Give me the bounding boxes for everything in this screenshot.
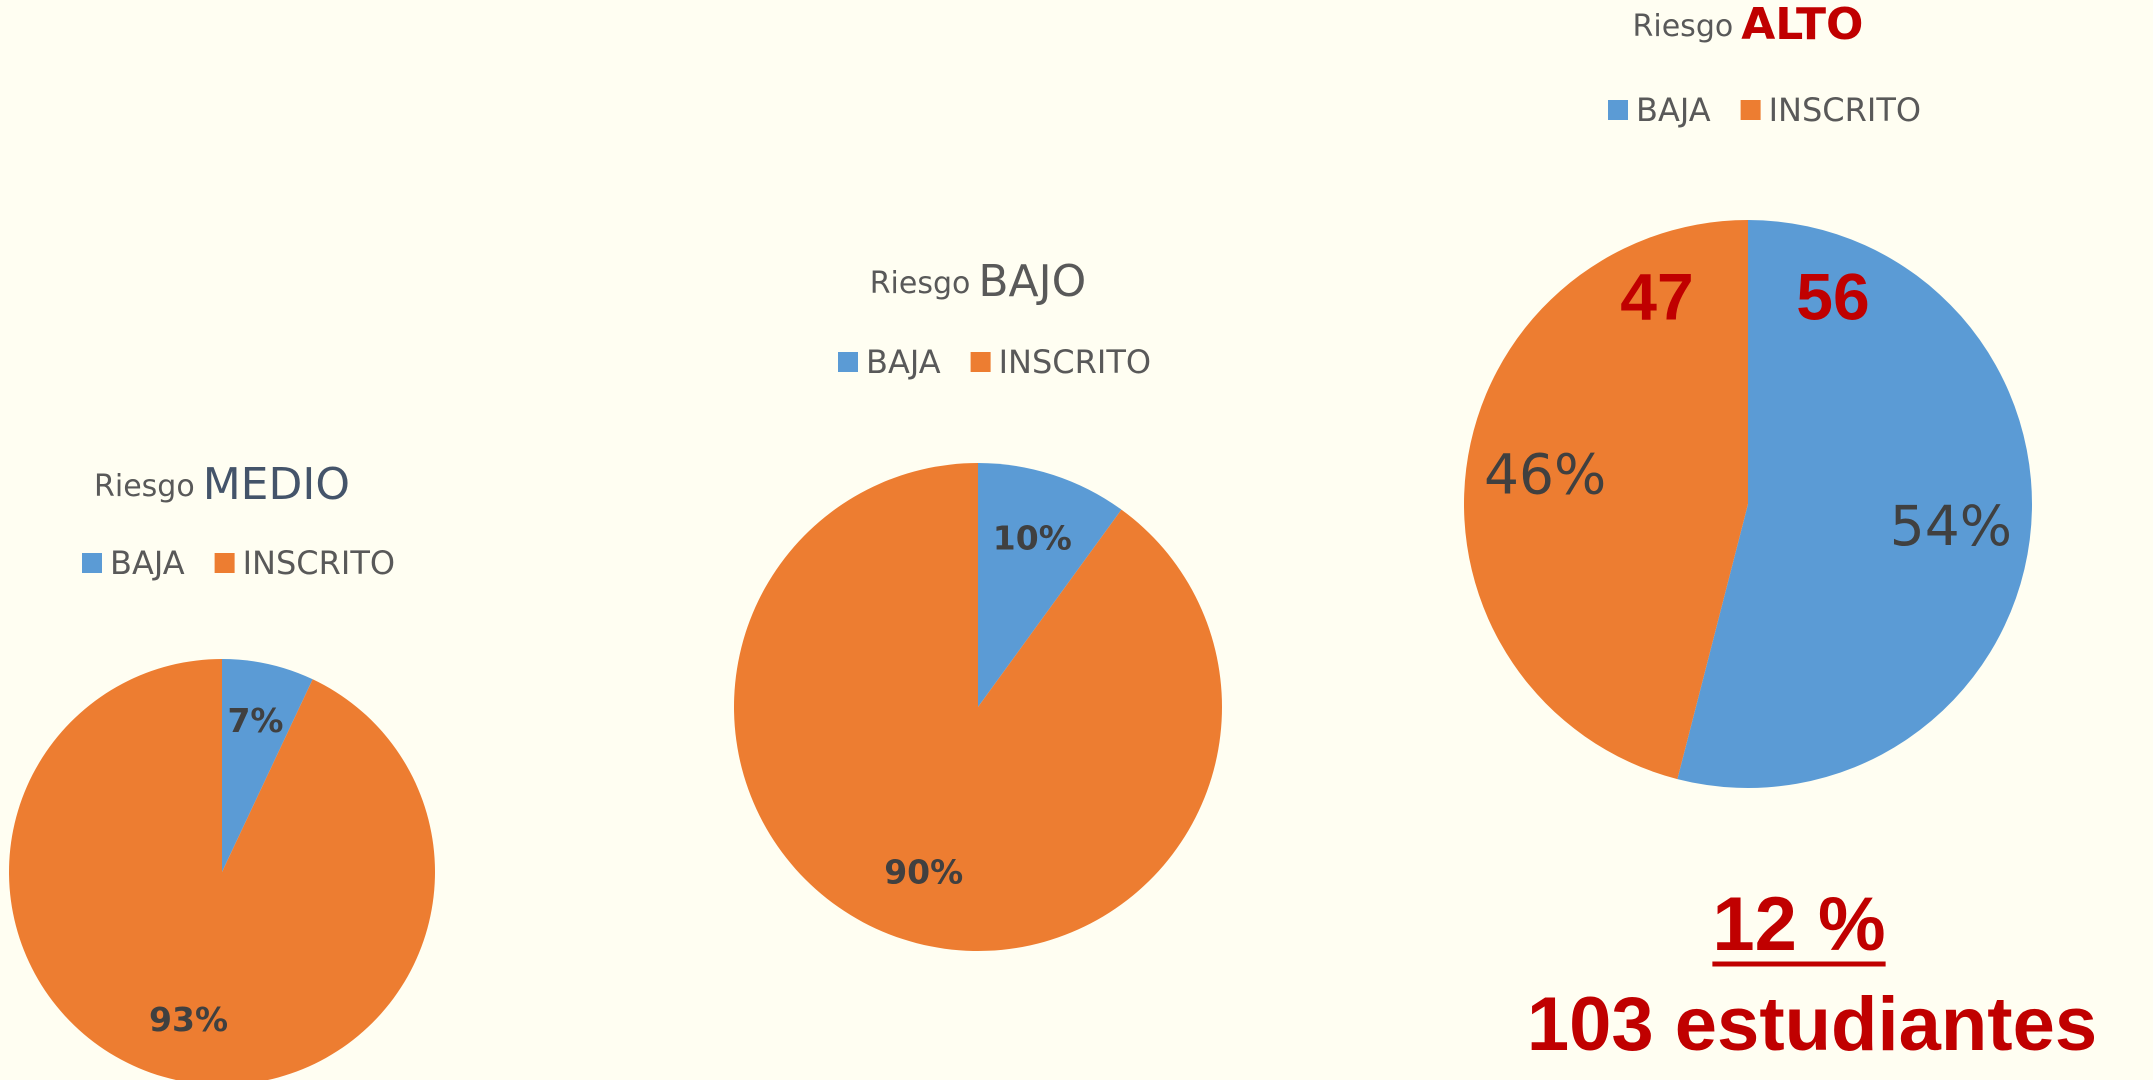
title-part: Riesgo xyxy=(1633,9,1734,44)
data-label: 93% xyxy=(149,1000,228,1039)
data-label: 90% xyxy=(884,853,963,892)
title-part: BAJO xyxy=(978,256,1086,307)
data-label: 10% xyxy=(993,518,1072,557)
chart-title: Riesgo MEDIO xyxy=(94,459,350,510)
legend-swatch xyxy=(970,352,991,372)
legend-label: INSCRITO xyxy=(999,343,1151,381)
pie-slice xyxy=(733,463,1222,951)
legend-label: INSCRITO xyxy=(1769,91,1921,129)
legend-label: BAJA xyxy=(1636,91,1711,129)
legend-swatch xyxy=(1608,100,1628,120)
annotation: 12 % xyxy=(1712,882,1885,967)
pie-slice xyxy=(9,659,435,1080)
title-part: ALTO xyxy=(1741,0,1863,50)
legend-label: BAJA xyxy=(110,544,185,582)
data-label: 46% xyxy=(1484,443,1606,507)
annotation: 103 estudiantes xyxy=(1527,982,2097,1067)
title-part: Riesgo xyxy=(94,469,195,504)
pie-slice xyxy=(1677,220,2032,789)
legend-swatch xyxy=(838,352,858,372)
annotation: 56 xyxy=(1796,259,1869,333)
legend-swatch xyxy=(82,553,102,573)
legend-label: BAJA xyxy=(866,343,941,381)
legend-label: INSCRITO xyxy=(243,544,395,582)
chart-title: Riesgo BAJO xyxy=(870,256,1087,307)
title-part: Riesgo xyxy=(870,266,971,301)
data-label: 7% xyxy=(227,701,283,740)
title-part: MEDIO xyxy=(203,459,350,510)
data-label: 54% xyxy=(1890,494,2012,558)
chart-title: Riesgo ALTO xyxy=(1633,0,1864,50)
legend-swatch xyxy=(214,553,235,573)
pie-slice xyxy=(1464,220,1748,780)
legend-swatch xyxy=(1740,100,1761,120)
annotation: 47 xyxy=(1620,259,1693,333)
pie-slice xyxy=(222,659,313,872)
pie-slice xyxy=(978,463,1122,707)
